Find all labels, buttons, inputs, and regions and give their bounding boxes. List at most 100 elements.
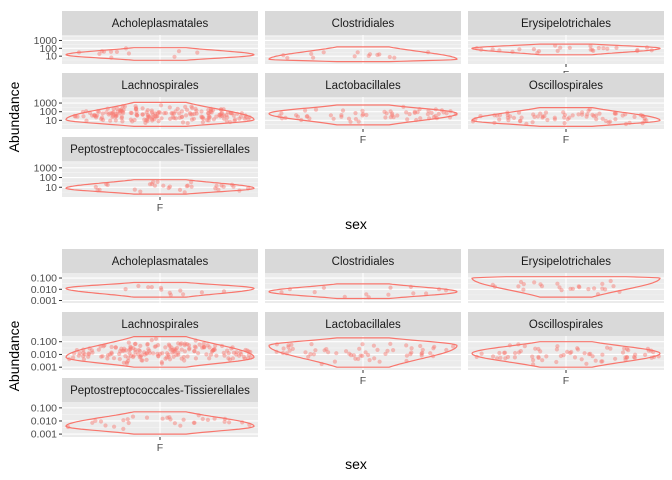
data-point (248, 349, 253, 355)
data-point (395, 113, 400, 118)
facet-strip-label: Erysipelotrichales (521, 18, 611, 30)
data-point (218, 112, 223, 117)
data-point (183, 104, 188, 109)
data-point (570, 286, 576, 291)
data-point (311, 55, 316, 60)
data-point (597, 111, 602, 116)
data-point (163, 110, 169, 116)
data-point (98, 344, 103, 349)
data-point (360, 108, 365, 113)
data-point (555, 48, 560, 54)
data-point (144, 357, 149, 362)
x-tick-label: F (157, 442, 163, 454)
data-point (231, 350, 236, 355)
data-point (133, 107, 138, 112)
data-point (644, 45, 650, 50)
data-point (158, 351, 163, 356)
data-point (132, 187, 137, 192)
data-point (226, 356, 231, 361)
data-point (159, 360, 164, 365)
data-point (212, 347, 217, 352)
data-point (239, 352, 244, 357)
data-point (209, 106, 214, 111)
data-point (200, 345, 205, 350)
data-point (623, 355, 628, 360)
data-point (497, 48, 502, 53)
violin-outline (471, 341, 661, 368)
data-point (114, 106, 120, 111)
data-point (76, 50, 82, 55)
data-point (567, 45, 572, 50)
data-point (575, 346, 580, 351)
data-point (100, 111, 105, 116)
data-point (492, 284, 497, 289)
data-point (521, 282, 526, 287)
data-point (147, 348, 152, 353)
data-point (366, 352, 371, 358)
data-point (339, 114, 344, 119)
data-point (172, 54, 177, 59)
data-point (109, 351, 114, 356)
data-point (174, 352, 179, 357)
data-point (411, 291, 416, 296)
data-point (218, 107, 223, 112)
data-point (178, 342, 183, 347)
data-point (193, 338, 198, 343)
data-point (387, 54, 392, 60)
data-point (75, 114, 80, 119)
data-point (145, 108, 150, 113)
data-point (121, 348, 126, 353)
data-point (153, 336, 159, 341)
data-point (118, 349, 123, 354)
data-point (128, 344, 133, 349)
data-point (286, 345, 291, 350)
data-point (505, 115, 510, 120)
data-point (110, 111, 116, 116)
data-point (192, 349, 197, 354)
data-point (242, 356, 247, 361)
data-point (364, 292, 369, 297)
data-point (177, 111, 182, 116)
data-point (417, 107, 422, 112)
data-point (128, 353, 134, 358)
data-point (133, 341, 138, 346)
facet-strip (265, 11, 461, 35)
data-point (230, 356, 235, 361)
data-point (652, 354, 657, 360)
data-point (562, 112, 568, 117)
data-point (86, 354, 91, 359)
data-point (128, 347, 133, 352)
data-point (117, 111, 122, 116)
data-point (185, 183, 190, 188)
data-point (189, 104, 194, 109)
data-point (180, 120, 186, 125)
x-tick-label: F (360, 134, 366, 146)
data-point (246, 117, 251, 122)
data-point (118, 107, 124, 112)
data-point (173, 347, 178, 352)
data-point (409, 350, 414, 355)
data-point (84, 109, 89, 114)
data-point (383, 351, 388, 356)
violin-outline (65, 281, 255, 298)
violin-outline (471, 43, 661, 56)
data-point (294, 113, 299, 118)
data-point (372, 356, 377, 361)
data-point (163, 345, 168, 350)
data-point (580, 110, 585, 115)
data-point (140, 358, 145, 363)
data-point (238, 114, 244, 119)
data-point (247, 115, 252, 120)
data-point (149, 110, 154, 115)
data-point (392, 55, 397, 60)
data-point (645, 346, 651, 351)
data-point (582, 351, 587, 356)
data-point (283, 115, 288, 120)
facet-strip-label: Oscillospirales (529, 319, 603, 331)
data-point (295, 114, 300, 119)
data-point (536, 355, 541, 360)
data-point (426, 108, 431, 113)
data-point (213, 343, 218, 348)
x-axis-title: sex (345, 456, 367, 472)
data-point (201, 345, 206, 350)
